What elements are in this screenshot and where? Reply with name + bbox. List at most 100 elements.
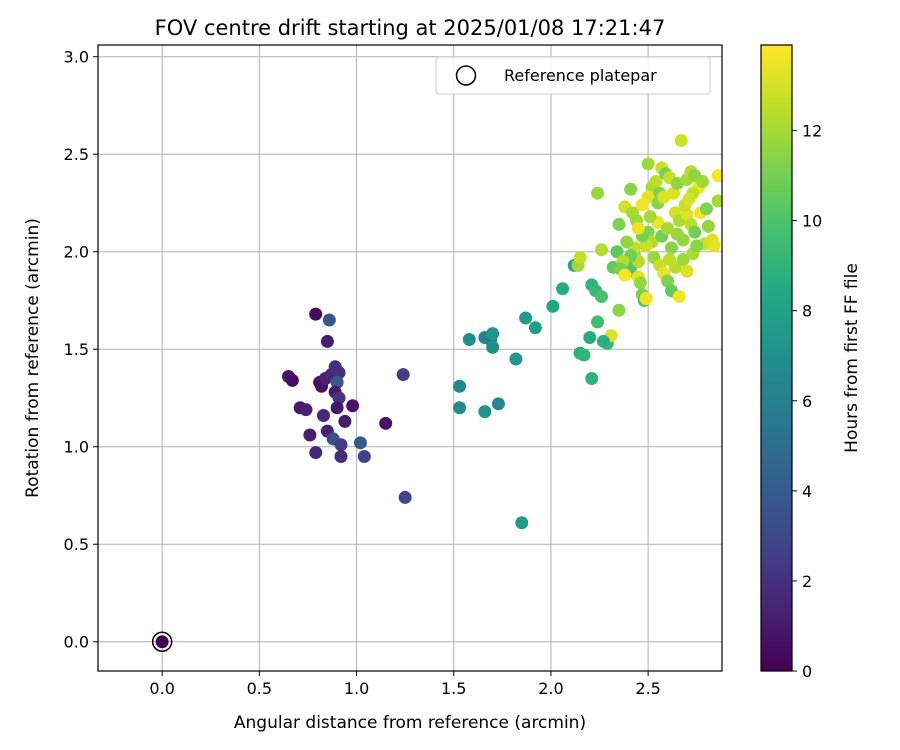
data-point [666,186,680,200]
data-point [398,490,412,504]
reference-point [155,635,169,649]
y-tick-label: 1.5 [64,340,89,359]
legend-frame [435,56,711,95]
data-point [379,416,393,430]
data-point [303,428,317,442]
data-point [573,251,587,265]
data-point [462,332,476,346]
data-point [332,391,346,405]
y-tick-label: 2.0 [64,243,89,262]
legend: Reference platepar [435,56,711,95]
data-point [338,414,352,428]
data-point [585,371,599,385]
y-tick-label: 3.0 [64,48,89,67]
data-point [353,436,367,450]
data-point [676,253,690,267]
data-point [620,235,634,249]
data-point [664,241,678,255]
data-point [591,186,605,200]
legend-marker-reference [455,65,477,86]
data-point [610,245,624,259]
data-point [528,321,542,335]
y-tick-label: 0.5 [64,535,89,554]
colorbar [760,44,793,672]
data-point [696,175,710,189]
data-point [661,221,675,235]
data-point [639,292,653,306]
data-point [509,352,523,366]
data-point [711,194,722,208]
data-point [707,239,721,253]
colorbar-tick-label: 10 [802,212,822,231]
data-point [633,276,647,290]
data-point [624,182,638,196]
data-point [478,405,492,419]
y-axis-label: Rotation from reference (arcmin) [23,218,43,498]
data-point [334,438,348,452]
data-point [309,446,323,460]
data-point [316,409,330,423]
data-point [583,331,597,345]
data-point [639,239,653,253]
data-point [680,208,694,222]
data-point [631,221,645,235]
colorbar-tick-label: 8 [802,302,812,321]
colorbar-tick-label: 0 [802,662,812,681]
colorbar-tick-label: 2 [802,572,812,591]
data-point [663,253,677,267]
legend-label-reference: Reference platepar [504,66,657,85]
x-tick-label: 2.5 [635,679,660,698]
data-point [519,311,533,325]
data-point [612,303,626,317]
data-point [285,373,299,387]
data-point [330,375,344,389]
data-point [396,368,410,382]
data-point [453,401,467,415]
data-point [491,397,505,411]
data-point [699,202,713,216]
x-axis-label: Angular distance from reference (arcmin) [234,713,586,733]
x-tick-label: 1.0 [344,679,369,698]
x-tick-label: 1.5 [441,679,466,698]
x-tick-label: 2.0 [538,679,563,698]
colorbar-tick-label: 4 [802,482,812,501]
data-point [711,169,722,183]
data-point [515,516,529,530]
data-point [486,340,500,354]
data-point [594,243,608,257]
data-point [641,157,655,171]
data-point [674,134,688,148]
data-point [299,403,313,417]
data-point [332,366,346,380]
data-point [594,290,608,304]
chart-title: FOV centre drift starting at 2025/01/08 … [155,16,666,40]
data-point [596,334,610,348]
data-point [682,192,696,206]
data-point [330,401,344,415]
data-point [701,219,715,233]
data-point [670,176,684,190]
data-point [357,449,371,463]
data-point [486,327,500,341]
data-point [670,227,684,241]
y-tick-label: 2.5 [64,145,89,164]
x-tick-label: 0.0 [149,679,174,698]
data-point [309,307,323,321]
data-point [635,198,649,212]
data-point [649,175,663,189]
colorbar-label: Hours from first FF file [842,263,862,453]
y-tick-label: 1.0 [64,438,89,457]
data-point [618,268,632,282]
reference-marker [151,631,173,652]
data-point [690,239,704,253]
data-point [322,313,336,327]
data-point [346,399,360,413]
data-point [320,334,334,348]
data-point [546,299,560,313]
data-point [672,290,686,304]
data-points [155,134,722,649]
data-point [577,348,591,362]
plot-frame [97,44,723,672]
y-tick-label: 0.0 [64,633,89,652]
data-point [334,449,348,463]
